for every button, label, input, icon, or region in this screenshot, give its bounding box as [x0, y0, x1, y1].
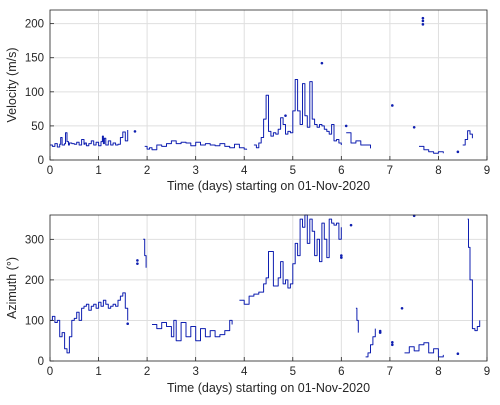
- velocity-x-tick-label: 1: [95, 165, 101, 177]
- velocity-x-tick-label: 5: [290, 165, 296, 177]
- azimuth-series-segment: [365, 328, 376, 358]
- azimuth-data-point: [400, 306, 404, 310]
- azimuth-series-segment: [355, 307, 359, 333]
- azimuth-x-tick-label: 7: [387, 366, 393, 378]
- velocity-x-tick-label: 0: [47, 165, 53, 177]
- azimuth-series-segment: [152, 319, 233, 342]
- azimuth-plot-frame: [49, 214, 488, 362]
- azimuth-ticks: 0 1 2 3 4 5 6 7 8 9 0 100 200 300: [25, 234, 490, 378]
- velocity-series-segment: [253, 79, 342, 149]
- velocity-x-tick-label: 9: [484, 165, 490, 177]
- velocity-x-axis-label: Time (days) starting on 01-Nov-2020: [167, 179, 370, 193]
- azimuth-data-point: [391, 341, 394, 344]
- velocity-y-tick-label: 50: [31, 121, 44, 133]
- velocity-data-point: [456, 150, 460, 154]
- azimuth-x-tick-label: 0: [47, 366, 53, 378]
- velocity-data-point: [421, 16, 425, 20]
- azimuth-y-tick-label: 0: [38, 356, 44, 368]
- azimuth-x-tick-label: 9: [484, 366, 490, 378]
- velocity-plot: [50, 16, 473, 154]
- azimuth-x-tick-label: 2: [144, 366, 150, 378]
- velocity-grid: [49, 10, 488, 161]
- azimuth-data-point: [136, 262, 139, 265]
- velocity-plot-frame: [49, 9, 488, 161]
- velocity-series-segment: [346, 132, 371, 149]
- azimuth-grid: [49, 215, 488, 362]
- azimuth-plot: [50, 214, 481, 358]
- velocity-x-tick-label: 6: [338, 165, 344, 177]
- azimuth-series-segment: [404, 342, 444, 358]
- azimuth-x-tick-label: 4: [241, 366, 248, 378]
- velocity-y-tick-label: 0: [38, 155, 44, 167]
- azimuth-x-tick-label: 3: [192, 366, 198, 378]
- azimuth-data-point: [391, 343, 394, 347]
- velocity-data-point: [421, 19, 425, 23]
- azimuth-y-axis-label: Azimuth (°): [5, 257, 19, 319]
- velocity-data-point: [320, 61, 324, 65]
- velocity-data-point: [391, 104, 394, 107]
- azimuth-data-point: [349, 223, 353, 227]
- velocity-x-tick-label: 4: [241, 165, 248, 177]
- azimuth-y-tick-label: 300: [25, 234, 44, 246]
- velocity-x-tick-label: 7: [387, 165, 393, 177]
- azimuth-series-segment: [143, 238, 147, 268]
- azimuth-x-tick-label: 5: [290, 366, 296, 378]
- azimuth-x-tick-label: 8: [435, 366, 441, 378]
- velocity-y-tick-label: 100: [25, 87, 44, 99]
- velocity-series-segment: [50, 130, 129, 148]
- azimuth-y-tick-label: 100: [25, 315, 44, 327]
- velocity-data-point: [284, 114, 287, 117]
- azimuth-y-tick-label: 200: [25, 275, 44, 287]
- azimuth-data-point: [378, 329, 382, 333]
- velocity-y-tick-label: 200: [25, 19, 44, 31]
- velocity-data-point: [133, 130, 137, 133]
- velocity-y-axis-label: Velocity (m/s): [5, 47, 19, 122]
- azimuth-data-point: [456, 352, 460, 356]
- velocity-y-tick-label: 150: [25, 53, 44, 65]
- azimuth-chart: 0 1 2 3 4 5 6 7 8 9 0 100 200 300 Time (days) startin…: [5, 214, 490, 395]
- velocity-x-tick-label: 2: [144, 165, 150, 177]
- velocity-ticks: 0 1 2 3 4 5 6 7 8 9 0 50 100 150 200: [25, 19, 490, 177]
- velocity-series-segment: [144, 140, 248, 151]
- velocity-series-segment: [462, 130, 473, 146]
- azimuth-data-point: [340, 256, 343, 259]
- azimuth-series-segment: [467, 218, 481, 332]
- azimuth-x-tick-label: 1: [95, 366, 101, 378]
- velocity-chart: 0 1 2 3 4 5 6 7 8 9 0 50 100 150 200 Time (days) start…: [5, 9, 490, 193]
- azimuth-data-point: [126, 322, 129, 325]
- azimuth-series-segment: [50, 292, 129, 354]
- velocity-x-tick-label: 3: [192, 165, 198, 177]
- azimuth-data-point: [340, 254, 343, 257]
- azimuth-x-axis-label: Time (days) starting on 01-Nov-2020: [167, 381, 370, 395]
- azimuth-x-tick-label: 6: [338, 366, 344, 378]
- velocity-series-segment: [419, 145, 444, 154]
- azimuth-data-point: [136, 259, 139, 262]
- velocity-data-point: [412, 125, 416, 129]
- velocity-data-point: [344, 124, 348, 128]
- velocity-data-point: [421, 23, 425, 26]
- azimuth-series-segment: [239, 214, 342, 305]
- velocity-x-tick-label: 8: [435, 165, 441, 177]
